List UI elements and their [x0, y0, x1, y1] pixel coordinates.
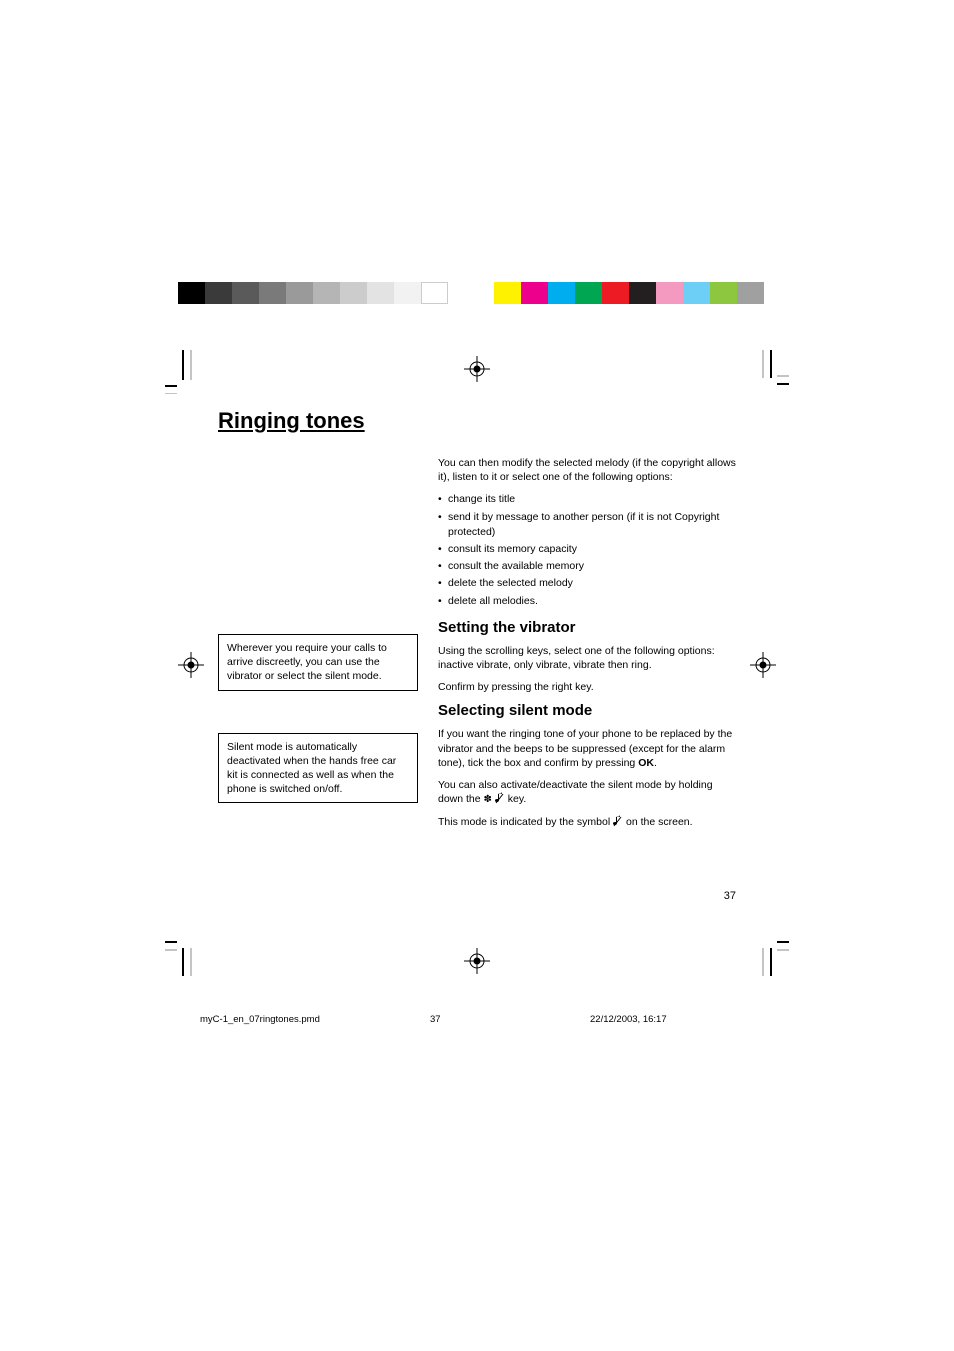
list-item: consult the available memory	[438, 559, 738, 574]
section-heading: Selecting silent mode	[438, 702, 738, 719]
crop-mark-icon	[165, 350, 205, 399]
silent-icon	[495, 793, 505, 805]
section-heading: Setting the vibrator	[438, 619, 738, 636]
options-list: change its title send it by message to a…	[438, 492, 738, 609]
sidebar-notes: Wherever you require your calls to arriv…	[218, 456, 418, 837]
list-item: change its title	[438, 492, 738, 507]
registration-mark-icon	[464, 356, 490, 382]
page-content: Ringing tones Wherever you require your …	[218, 408, 738, 837]
crop-mark-icon	[749, 936, 789, 981]
list-item: delete the selected melody	[438, 576, 738, 591]
footer-filename: myC-1_en_07ringtones.pmd	[200, 1014, 400, 1025]
text-run: This mode is indicated by the symbol	[438, 816, 613, 828]
note-box: Silent mode is automatically deactivated…	[218, 733, 418, 804]
text-run: .	[654, 757, 657, 769]
body-text: This mode is indicated by the symbol on …	[438, 815, 738, 829]
main-column: You can then modify the selected melody …	[438, 456, 738, 837]
page-number: 37	[724, 890, 736, 902]
list-item: send it by message to another person (if…	[438, 510, 738, 540]
body-text: Confirm by pressing the right key.	[438, 680, 738, 694]
intro-paragraph: You can then modify the selected melody …	[438, 456, 738, 484]
text-bold: OK	[638, 757, 654, 769]
text-run: on the screen.	[623, 816, 692, 828]
body-text: If you want the ringing tone of your pho…	[438, 727, 738, 770]
asterisk-icon: ✽	[484, 794, 492, 805]
body-text: You can also activate/deactivate the sil…	[438, 778, 738, 807]
crop-mark-icon	[749, 350, 789, 395]
page-title: Ringing tones	[218, 408, 738, 434]
color-bar-grayscale	[178, 282, 448, 304]
crop-mark-icon	[165, 936, 205, 981]
silent-icon	[613, 816, 623, 828]
registration-mark-icon	[178, 652, 204, 678]
body-text: Using the scrolling keys, select one of …	[438, 644, 738, 672]
text-run: key.	[505, 793, 526, 805]
registration-mark-icon	[750, 652, 776, 678]
color-bar-cmyk	[494, 282, 764, 304]
footer: myC-1_en_07ringtones.pmd 37 22/12/2003, …	[200, 1014, 760, 1025]
registration-mark-icon	[464, 948, 490, 974]
text-run: You can also activate/deactivate the sil…	[438, 779, 713, 805]
list-item: consult its memory capacity	[438, 542, 738, 557]
note-box: Wherever you require your calls to arriv…	[218, 634, 418, 691]
footer-datetime: 22/12/2003, 16:17	[590, 1014, 760, 1025]
list-item: delete all melodies.	[438, 594, 738, 609]
text-run: If you want the ringing tone of your pho…	[438, 728, 732, 768]
footer-page: 37	[430, 1014, 530, 1025]
